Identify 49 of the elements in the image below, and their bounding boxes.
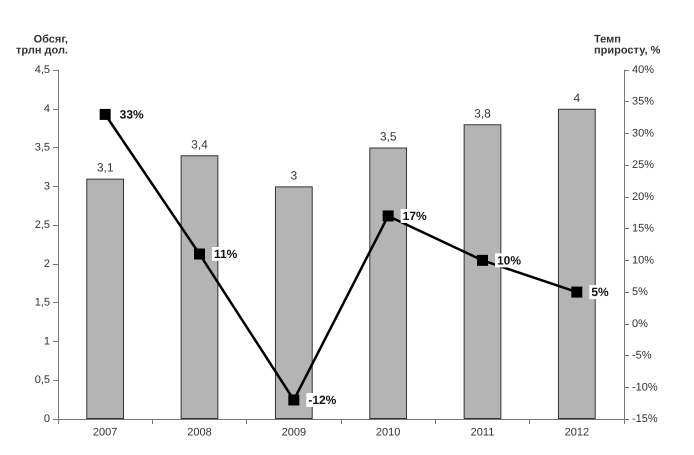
y2-tick-label: 5%: [632, 286, 648, 298]
point: [100, 108, 111, 120]
data-label: 4: [573, 90, 580, 105]
y2-tick-label: 10%: [632, 254, 654, 266]
y2-tick-label: -15%: [632, 413, 658, 425]
y2-tick-label: 20%: [632, 190, 654, 203]
point: [194, 248, 205, 260]
y-tick-label: 0,5: [34, 374, 50, 386]
y-axis-title: Обсяг, трлн дол.: [16, 34, 68, 56]
point: [382, 210, 394, 222]
data-label: 3,1: [96, 160, 114, 175]
data-label: 33%: [120, 107, 144, 122]
point: [571, 286, 582, 298]
data-label: 10%: [497, 253, 522, 268]
data-label: 3,5: [380, 130, 397, 144]
bar: [86, 178, 124, 419]
x-tick-label: 2010: [376, 426, 400, 438]
y-tick-label: 4,5: [34, 64, 50, 76]
y2-tick-label: 0%: [632, 318, 648, 330]
y2-tick-label: 25%: [632, 159, 654, 172]
y2-tick-label: 30%: [632, 127, 654, 140]
data-label: 5%: [591, 285, 610, 300]
data-label: 3,8: [474, 106, 492, 120]
point: [477, 254, 488, 266]
y-tick-label: 2: [44, 258, 50, 270]
y-tick-label: 2,5: [34, 219, 50, 232]
y2-tick-label: -10%: [632, 381, 658, 394]
data-label: -12%: [308, 392, 337, 407]
data-label: 3: [290, 168, 298, 182]
y2-tick-label: 15%: [632, 222, 654, 235]
x-tick-label: 2007: [92, 426, 118, 438]
data-label: 17%: [402, 208, 428, 223]
y2-tick-label: 40%: [632, 64, 654, 76]
y-tick-label: 3: [44, 180, 50, 192]
y-tick-label: 4: [44, 102, 50, 115]
data-label: 11%: [214, 247, 238, 262]
x-tick-label: 2009: [282, 426, 306, 438]
x-tick-label: 2012: [564, 426, 590, 438]
y-tick-label: 1: [44, 335, 50, 348]
y2-tick-label: 35%: [632, 96, 654, 108]
y-tick-label: 0: [44, 413, 50, 425]
y2-axis-title: Темп приросту, %: [594, 34, 661, 56]
y-tick-label: 3,5: [34, 142, 50, 154]
point: [288, 394, 300, 406]
x-tick-label: 2011: [470, 426, 494, 438]
y-tick-label: 1,5: [34, 296, 50, 309]
data-label: 3,4: [191, 137, 208, 152]
y2-tick-label: -5%: [632, 350, 652, 362]
x-tick-label: 2008: [187, 426, 212, 438]
